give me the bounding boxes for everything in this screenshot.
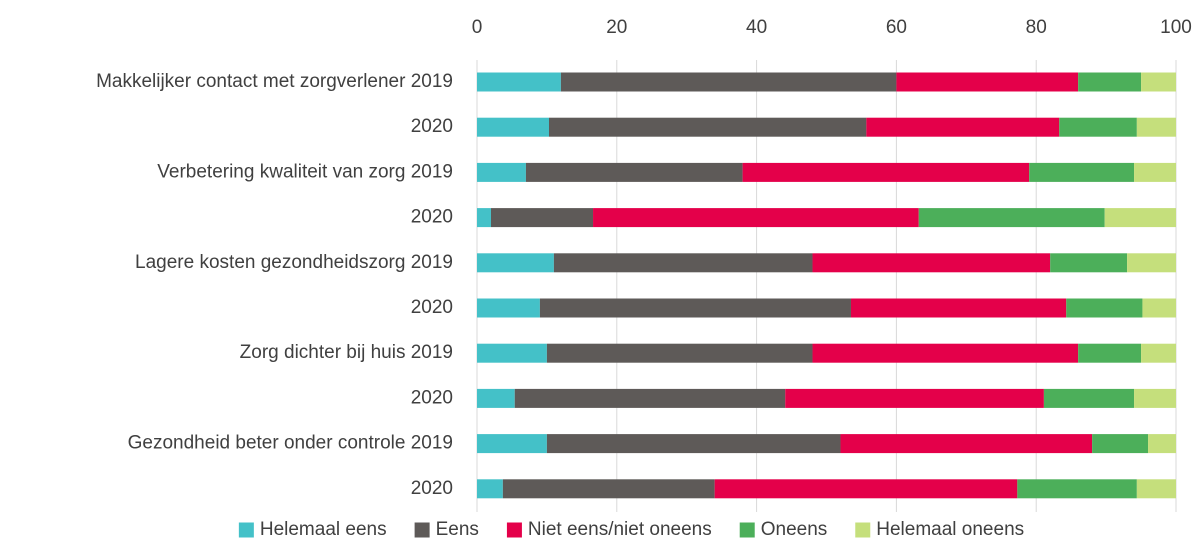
- bar-segment: [477, 343, 547, 363]
- legend-label: Oneens: [761, 519, 828, 540]
- bar-segment: [1092, 434, 1149, 454]
- bar-segment: [742, 162, 1030, 182]
- bar-segment: [850, 298, 1067, 318]
- bar-segment: [1043, 388, 1135, 408]
- bar-segment: [553, 253, 813, 273]
- x-tick-label: 40: [746, 17, 767, 38]
- bar-segment: [1078, 343, 1142, 363]
- bar-segment: [1029, 162, 1135, 182]
- bar-segment: [525, 162, 743, 182]
- legend-swatch: [238, 522, 254, 538]
- bar-segment: [1142, 298, 1176, 318]
- bar-segment: [477, 208, 491, 228]
- legend-swatch: [855, 522, 871, 538]
- bar-segment: [477, 388, 515, 408]
- y-tick-label: 2020: [411, 116, 453, 137]
- bar-segment: [1141, 72, 1176, 92]
- legend-swatch: [414, 522, 430, 538]
- bar-segment: [1059, 117, 1137, 137]
- legend-swatch: [506, 522, 522, 538]
- bar-segment: [477, 117, 549, 137]
- y-tick-label: Gezondheid beter onder controle 2019: [128, 433, 453, 454]
- bar-segment: [1066, 298, 1143, 318]
- y-tick-label: 2020: [411, 478, 453, 499]
- bar-segment: [546, 434, 841, 454]
- y-tick-label: Zorg dichter bij huis 2019: [240, 342, 453, 363]
- bar-segment: [1134, 388, 1176, 408]
- bar-segment: [1127, 253, 1176, 273]
- bar-segment: [1050, 253, 1128, 273]
- legend-label: Niet eens/niet oneens: [528, 519, 712, 540]
- bar-segment: [1134, 162, 1176, 182]
- legend-label: Helemaal eens: [260, 519, 387, 540]
- bar-segment: [560, 72, 897, 92]
- y-tick-label: Makkelijker contact met zorgverlener 201…: [96, 71, 453, 92]
- x-tick-label: 0: [472, 17, 483, 38]
- bar-segment: [477, 253, 554, 273]
- x-tick-label: 100: [1160, 17, 1192, 38]
- bar-segment: [490, 208, 594, 228]
- bar-segment: [548, 117, 867, 137]
- x-tick-label: 60: [886, 17, 907, 38]
- y-tick-label: 2020: [411, 297, 453, 318]
- bar-segment: [1078, 72, 1142, 92]
- bar-segment: [1017, 479, 1137, 499]
- y-tick-label: Verbetering kwaliteit van zorg 2019: [157, 161, 453, 182]
- bar-segment: [514, 388, 786, 408]
- bar-segment: [502, 479, 715, 499]
- x-tick-label: 80: [1026, 17, 1047, 38]
- bar-segment: [477, 72, 561, 92]
- legend-label: Eens: [436, 519, 479, 540]
- bar-segment: [477, 298, 540, 318]
- y-tick-label: 2020: [411, 387, 453, 408]
- y-tick-label: 2020: [411, 207, 453, 228]
- bar-segment: [539, 298, 851, 318]
- bar-segment: [546, 343, 813, 363]
- bar-segment: [918, 208, 1105, 228]
- bar-segment: [896, 72, 1079, 92]
- bar-segment: [477, 479, 503, 499]
- legend-swatch: [739, 522, 755, 538]
- bar-segment: [714, 479, 1018, 499]
- bar-segment: [840, 434, 1093, 454]
- bar-segment: [1148, 434, 1176, 454]
- legend-label: Helemaal oneens: [876, 519, 1024, 540]
- bar-segment: [1136, 117, 1176, 137]
- bar-segment: [1141, 343, 1176, 363]
- bar-segment: [593, 208, 919, 228]
- bar-segment: [812, 343, 1079, 363]
- bar-segment: [477, 162, 526, 182]
- bar-segment: [866, 117, 1060, 137]
- bar-segment: [812, 253, 1051, 273]
- x-tick-label: 20: [606, 17, 627, 38]
- bar-segment: [785, 388, 1044, 408]
- bar-segment: [1136, 479, 1176, 499]
- y-tick-label: Lagere kosten gezondheidszorg 2019: [135, 252, 453, 273]
- bar-segment: [1104, 208, 1176, 228]
- bar-segment: [477, 434, 547, 454]
